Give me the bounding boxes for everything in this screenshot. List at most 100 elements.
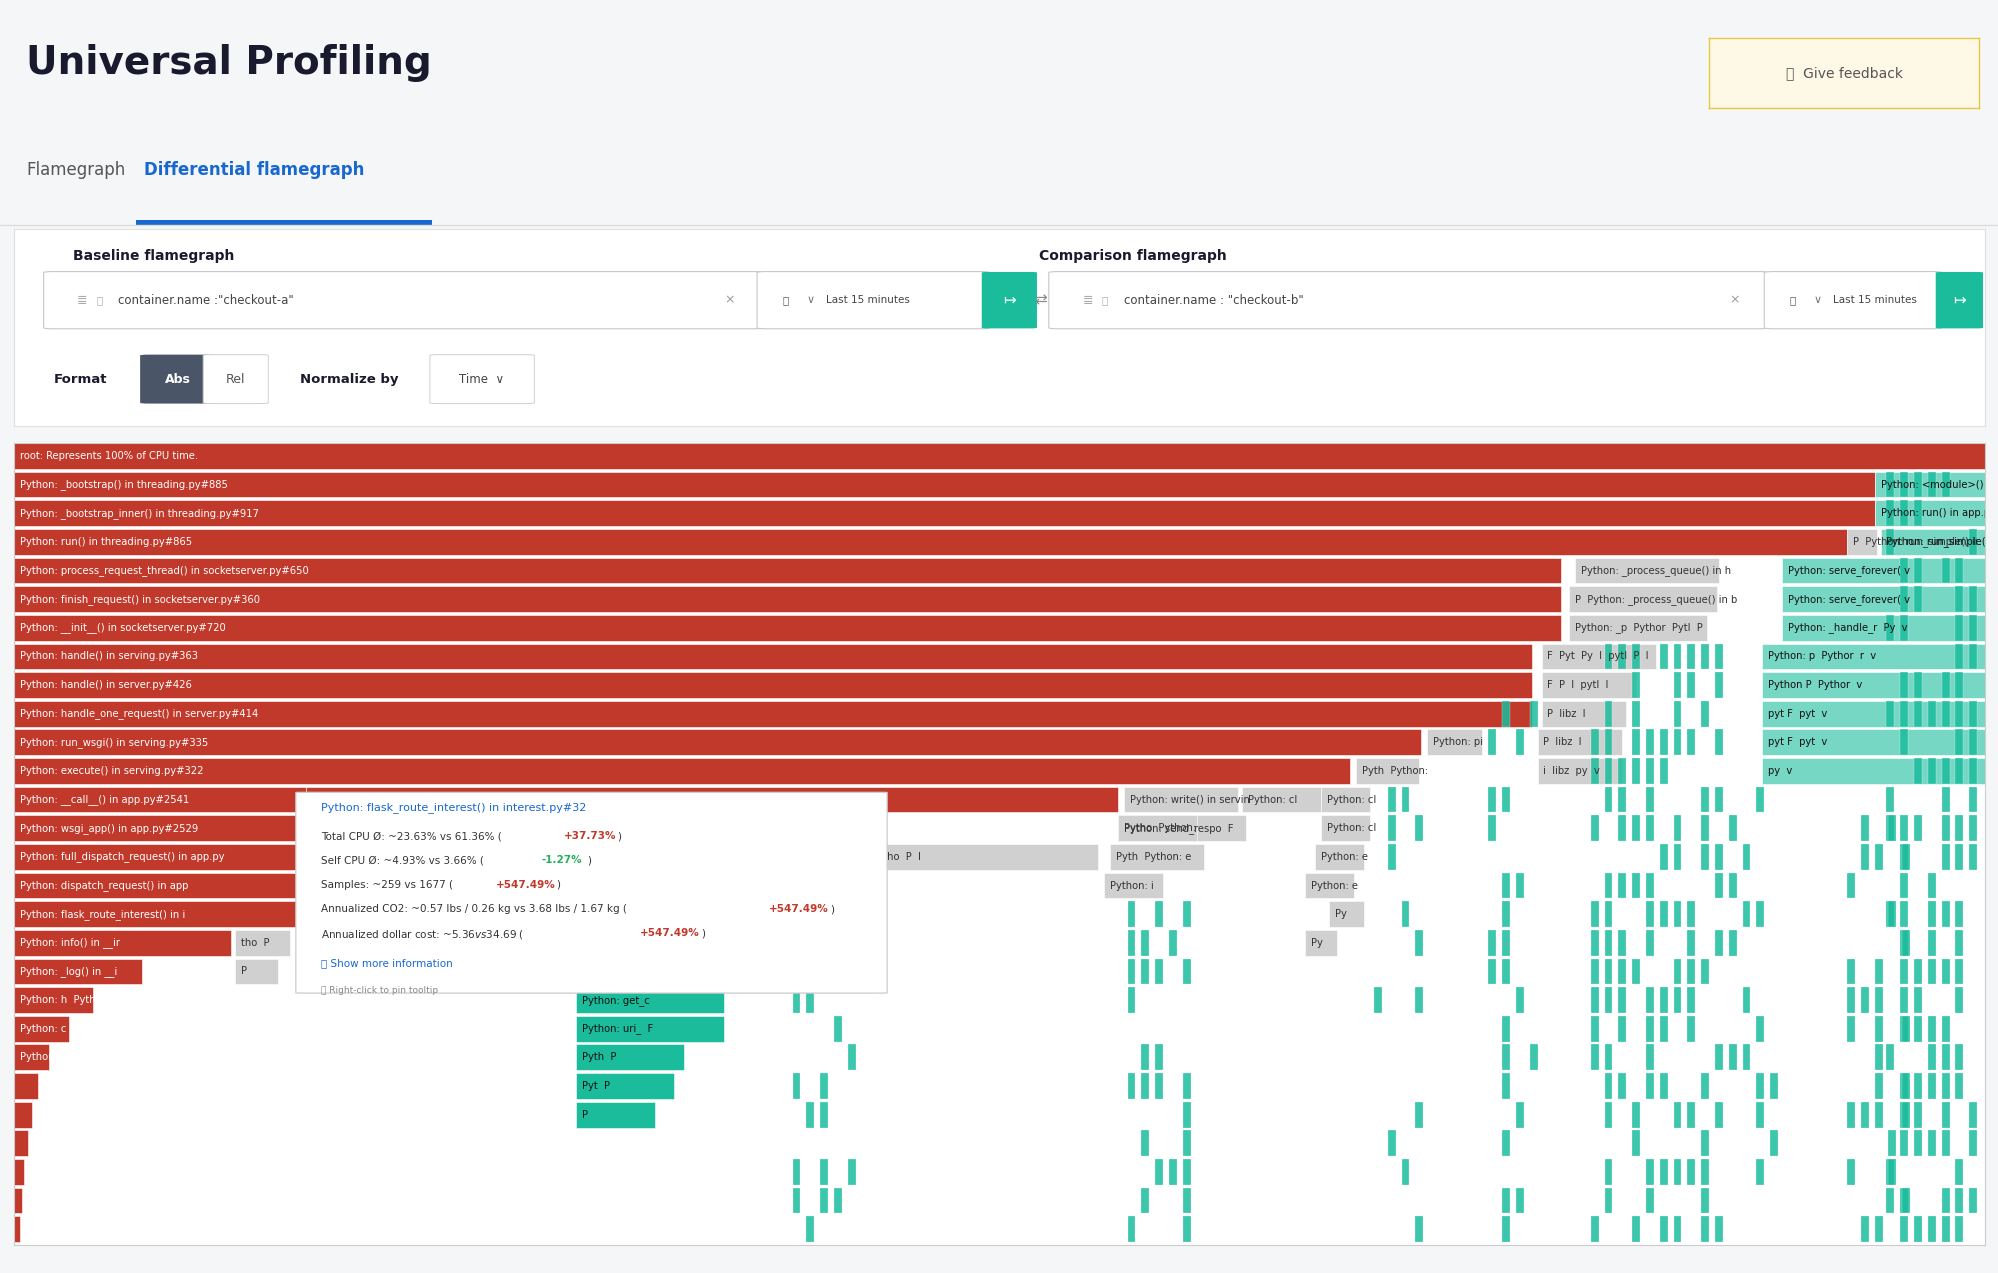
Bar	[1954, 700, 1962, 727]
Bar	[847, 959, 855, 984]
Bar	[1914, 1016, 1920, 1041]
Bar	[136, 220, 432, 225]
Bar	[1315, 844, 1363, 869]
Bar	[1514, 873, 1522, 899]
Text: Format: Format	[54, 373, 106, 386]
Text: i  libz  py  v: i libz py v	[1542, 766, 1600, 777]
Bar	[1886, 530, 1894, 555]
Bar	[1900, 901, 1908, 927]
Bar	[1900, 1188, 1908, 1213]
Bar	[1914, 1101, 1920, 1128]
Text: Python: wsgi_app() in app.py#2529: Python: wsgi_app() in app.py#2529	[20, 822, 198, 834]
Bar	[1902, 1101, 1910, 1128]
Bar	[1900, 729, 1908, 755]
Bar	[1528, 700, 1536, 727]
Bar	[1644, 901, 1652, 927]
Bar	[1590, 901, 1598, 927]
Bar	[1954, 1217, 1962, 1242]
Text: Python: finish_request() in socketserver.py#360: Python: finish_request() in socketserver…	[20, 593, 260, 605]
Bar	[1183, 901, 1191, 927]
Text: ≣: ≣	[78, 294, 88, 307]
Bar	[1183, 1101, 1191, 1128]
Bar	[1155, 901, 1163, 927]
Bar	[14, 1217, 20, 1242]
Bar	[1926, 700, 1934, 727]
Bar	[575, 959, 773, 984]
Bar	[1860, 1217, 1868, 1242]
Bar	[1968, 1101, 1976, 1128]
Bar	[1940, 844, 1948, 869]
Text: Python: write() in servin: Python: write() in servin	[1129, 794, 1249, 805]
Bar	[1305, 929, 1337, 956]
Bar	[1900, 615, 1908, 640]
Bar	[1141, 1073, 1149, 1099]
Bar	[1373, 988, 1381, 1013]
Text: Pyt  P: Pyt P	[581, 1081, 609, 1091]
Bar	[14, 1158, 24, 1185]
Bar	[1914, 472, 1920, 498]
Bar	[1714, 644, 1722, 670]
Bar	[1914, 500, 1920, 526]
Bar	[1700, 700, 1708, 727]
Bar	[1658, 1158, 1666, 1185]
FancyBboxPatch shape	[140, 355, 216, 404]
Bar	[1874, 988, 1882, 1013]
Bar	[1329, 901, 1363, 927]
Bar	[1900, 1073, 1908, 1099]
Bar	[1756, 1073, 1764, 1099]
Text: Pytl  Pytl  P: Pytl Pytl P	[581, 852, 637, 862]
Bar	[234, 929, 290, 956]
Bar	[1500, 1016, 1508, 1041]
Bar	[1940, 1130, 1948, 1156]
Bar	[1568, 586, 1716, 612]
Bar	[1686, 644, 1694, 670]
Text: Python: run() in threading.py#865: Python: run() in threading.py#865	[20, 537, 192, 547]
Bar	[1880, 530, 1984, 555]
Text: Python: send_respo  F: Python: send_respo F	[1123, 822, 1233, 834]
Bar	[1155, 1073, 1163, 1099]
Bar	[1183, 1217, 1191, 1242]
Bar	[1632, 1101, 1638, 1128]
Text: Python: l  Py: Python: l Py	[20, 1053, 82, 1063]
Bar	[234, 959, 278, 984]
Bar	[1686, 729, 1694, 755]
Bar	[1874, 1101, 1882, 1128]
Bar	[1644, 1044, 1652, 1071]
Bar	[1860, 1101, 1868, 1128]
Bar	[1141, 959, 1149, 984]
Bar	[1618, 959, 1626, 984]
Text: Python: cl: Python: cl	[1247, 794, 1297, 805]
Bar	[1900, 500, 1908, 526]
Bar	[14, 988, 92, 1013]
Bar	[1500, 700, 1508, 727]
Text: Python: _bootstrap() in threading.py#885: Python: _bootstrap() in threading.py#885	[20, 479, 228, 490]
Bar	[819, 1158, 827, 1185]
Bar	[1604, 787, 1612, 812]
Bar	[14, 586, 1560, 612]
Bar	[1728, 815, 1736, 841]
Bar	[1940, 1073, 1948, 1099]
Bar	[1500, 1044, 1508, 1071]
Bar	[1900, 1130, 1908, 1156]
Text: Universal Profiling: Universal Profiling	[26, 45, 432, 81]
Bar	[1117, 815, 1245, 841]
Bar	[1536, 729, 1622, 755]
Bar	[1632, 959, 1638, 984]
Bar	[1874, 1217, 1882, 1242]
Text: ×: ×	[1728, 294, 1738, 307]
Bar	[575, 901, 631, 927]
Bar	[1900, 1016, 1908, 1041]
Bar	[1604, 1073, 1612, 1099]
Bar	[1401, 1158, 1409, 1185]
Text: ⇄: ⇄	[1035, 293, 1047, 308]
Bar	[14, 530, 1846, 555]
Bar	[1926, 1073, 1934, 1099]
Text: -1.27%: -1.27%	[541, 855, 581, 866]
Bar	[1762, 700, 1984, 727]
Text: Python: full_dispatch_request() in app.py: Python: full_dispatch_request() in app.p…	[20, 852, 224, 862]
Text: Python: url() in  F: Python: url() in F	[581, 966, 667, 976]
Text: container.name : "checkout-b": container.name : "checkout-b"	[1123, 294, 1303, 307]
Bar	[693, 844, 1097, 869]
Bar	[1401, 787, 1409, 812]
Bar	[1672, 644, 1680, 670]
